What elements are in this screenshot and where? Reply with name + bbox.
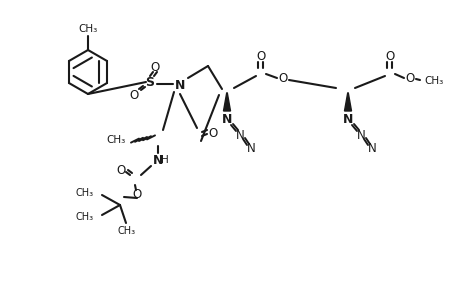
Polygon shape	[223, 93, 230, 111]
Text: N: N	[152, 154, 163, 166]
Text: CH₃: CH₃	[118, 226, 136, 236]
Text: CH₃: CH₃	[76, 188, 94, 198]
Text: N: N	[367, 142, 375, 154]
Text: CH₃: CH₃	[76, 212, 94, 222]
Text: CH₃: CH₃	[423, 76, 442, 86]
Text: CH₃: CH₃	[78, 24, 97, 34]
Text: O: O	[116, 164, 125, 176]
Text: O: O	[150, 61, 159, 74]
Text: N: N	[221, 112, 232, 125]
Text: O: O	[256, 50, 265, 62]
Text: N: N	[235, 128, 244, 142]
Text: CH₃: CH₃	[106, 135, 126, 145]
Text: O: O	[208, 127, 217, 140]
Text: S: S	[145, 76, 154, 88]
Text: O: O	[132, 188, 141, 200]
Text: O: O	[385, 50, 394, 62]
Text: N: N	[342, 112, 353, 125]
Text: O: O	[404, 71, 414, 85]
Text: N: N	[174, 79, 185, 92]
Text: O: O	[278, 71, 287, 85]
Text: N: N	[246, 142, 255, 154]
Text: O: O	[129, 88, 138, 101]
Text: N: N	[356, 128, 364, 142]
Polygon shape	[344, 93, 351, 111]
Text: H: H	[161, 155, 168, 165]
